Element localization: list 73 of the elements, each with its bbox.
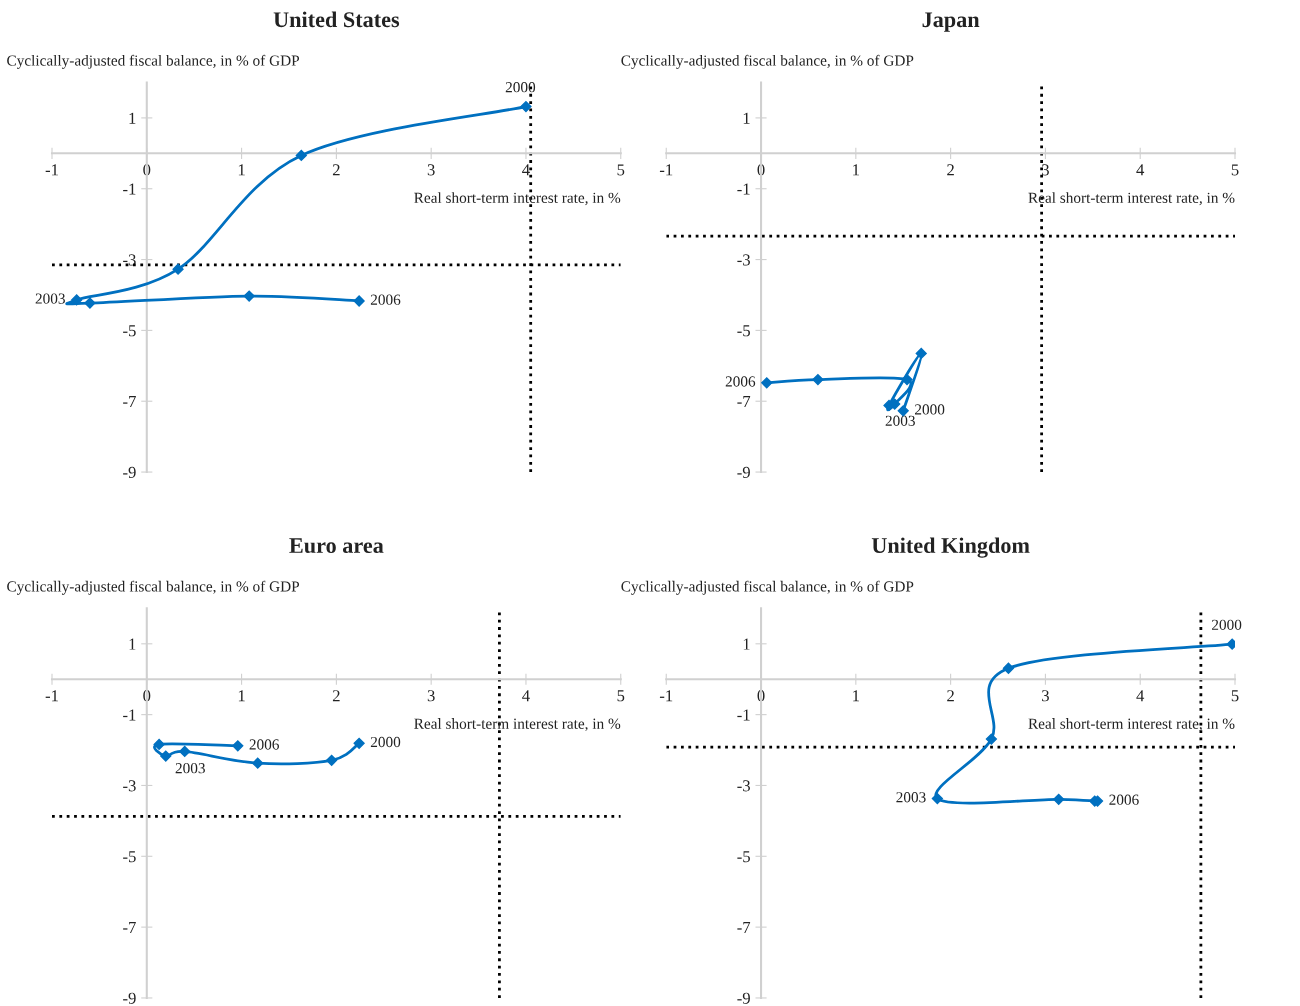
y-tick-label: -9 <box>737 466 750 478</box>
x-tick-label: -1 <box>45 164 58 176</box>
x-tick-label: -1 <box>45 690 58 702</box>
x-tick-label: 4 <box>1136 690 1145 702</box>
x-tick-label: 4 <box>522 690 530 702</box>
x-tick-label: 5 <box>1231 690 1239 702</box>
x-tick-label: 0 <box>143 690 151 702</box>
y-tick-label: -1 <box>123 183 136 195</box>
annotation: 2003 <box>175 763 205 774</box>
x-tick-label: 1 <box>238 690 245 702</box>
chart-title: United States <box>273 11 400 28</box>
x-tick-label: 4 <box>1136 164 1145 176</box>
y-tick-label: -3 <box>737 254 750 266</box>
x-tick-label: 2 <box>332 690 340 702</box>
x-tick-label: 1 <box>853 690 859 702</box>
annotation: 2003 <box>35 293 65 304</box>
annotation: 2006 <box>370 294 401 305</box>
y-tick-label: -5 <box>737 325 750 337</box>
annotation: 2006 <box>725 376 756 387</box>
y-tick-label: -9 <box>123 466 136 478</box>
x-tick-label: 5 <box>1231 164 1239 176</box>
y-tick-label: -5 <box>123 851 136 863</box>
x-tick-label: 1 <box>238 164 245 176</box>
chart-title: United Kingdom <box>871 537 1030 558</box>
y-tick-label: -7 <box>123 921 136 933</box>
y-tick-label: -1 <box>123 709 136 721</box>
y-tick-label: -1 <box>737 709 750 721</box>
x-tick-label: 3 <box>1042 690 1049 702</box>
y-tick-label: -3 <box>123 780 136 792</box>
y-tick-label: -9 <box>123 992 136 1004</box>
y-axis-title: Cyclically-adjusted fiscal balance, in % of GDP <box>7 580 300 595</box>
y-tick-label: -7 <box>737 396 751 407</box>
x-tick-label: 1 <box>853 164 859 176</box>
x-tick-label: 2 <box>332 164 340 176</box>
x-tick-label: 4 <box>522 164 530 176</box>
x-tick-label: 3 <box>427 690 435 702</box>
chart-title: Euro area <box>289 538 384 554</box>
y-tick-label: -1 <box>737 183 750 195</box>
y-tick-label: 1 <box>129 638 136 650</box>
x-tick-label: 0 <box>143 164 151 176</box>
x-axis-title: Real short-term interest rate, in % <box>1028 718 1235 732</box>
y-axis-title: Cyclically-adjusted fiscal balance, in % of GDP <box>621 580 914 595</box>
x-tick-label: -1 <box>659 164 673 176</box>
x-tick-label: 5 <box>617 164 625 176</box>
y-tick-label: 1 <box>129 112 136 124</box>
y-tick-label: -7 <box>123 396 136 407</box>
annotation: 2006 <box>1109 794 1139 805</box>
x-axis-title: Real short-term interest rate, in % <box>414 718 621 732</box>
x-tick-label: -1 <box>659 690 673 702</box>
y-tick-label: -3 <box>737 780 750 792</box>
x-axis-title: Real short-term interest rate, in % <box>1028 192 1235 206</box>
y-axis-title: Cyclically-adjusted fiscal balance, in % of GDP <box>7 54 300 69</box>
y-axis-title: Cyclically-adjusted fiscal balance, in % of GDP <box>621 54 914 69</box>
x-tick-label: 3 <box>1042 164 1049 176</box>
x-tick-label: 3 <box>427 164 435 176</box>
y-tick-label: -5 <box>737 851 750 863</box>
annotation: 2003 <box>896 792 926 803</box>
y-tick-label: 1 <box>743 638 750 650</box>
annotation: 2000 <box>915 404 945 415</box>
annotation: 2000 <box>370 736 401 748</box>
y-tick-label: -7 <box>737 921 751 933</box>
x-axis-title: Real short-term interest rate, in % <box>414 192 621 206</box>
annotation: 2003 <box>885 415 915 426</box>
y-tick-label: -9 <box>737 992 750 1004</box>
x-tick-label: 2 <box>947 690 954 702</box>
y-tick-label: -5 <box>123 325 136 337</box>
x-tick-label: 2 <box>947 164 954 176</box>
annotation: 2006 <box>249 739 279 750</box>
annotation: 2000 <box>505 82 536 93</box>
chart-title: Japan <box>922 12 980 32</box>
annotation: 2000 <box>1211 619 1242 630</box>
y-tick-label: 1 <box>743 112 750 124</box>
x-tick-label: 5 <box>617 690 625 702</box>
